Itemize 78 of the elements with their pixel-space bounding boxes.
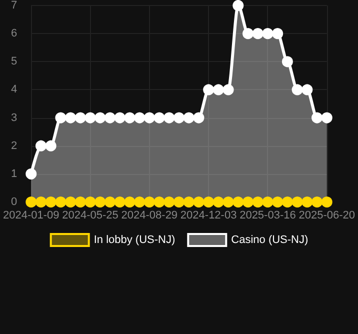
- point: [36, 140, 46, 152]
- point: [272, 28, 284, 40]
- x-tick-label: 2024-08-29: [121, 210, 178, 222]
- point: [321, 112, 332, 124]
- legend-label: In lobby (US-NJ): [94, 234, 176, 246]
- x-tick-label: 2024-05-25: [62, 210, 118, 222]
- point: [74, 112, 86, 124]
- point: [104, 112, 116, 124]
- point: [134, 112, 146, 124]
- point: [114, 112, 126, 124]
- point: [164, 112, 175, 124]
- point: [55, 196, 66, 208]
- y-tick-label: 6: [11, 28, 18, 40]
- y-tick-label: 7: [11, 0, 18, 12]
- point: [292, 196, 303, 208]
- point: [65, 196, 76, 208]
- point: [183, 196, 194, 208]
- point: [84, 112, 96, 124]
- point: [282, 56, 293, 68]
- point: [36, 196, 46, 208]
- point: [183, 112, 194, 124]
- point: [84, 196, 96, 208]
- y-tick-label: 5: [11, 56, 18, 68]
- point: [154, 196, 165, 208]
- point: [212, 196, 224, 208]
- point: [154, 112, 165, 124]
- point: [104, 196, 116, 208]
- point: [212, 84, 224, 96]
- x-tick-label: 2024-12-03: [180, 210, 237, 222]
- x-tick-label: 2025-06-20: [298, 210, 356, 222]
- point: [55, 112, 66, 124]
- point: [65, 112, 76, 124]
- point: [222, 196, 234, 208]
- y-tick-label: 4: [11, 84, 18, 96]
- point: [262, 196, 274, 208]
- point: [252, 196, 264, 208]
- point: [144, 112, 155, 124]
- point: [232, 196, 244, 208]
- point: [292, 84, 303, 96]
- point: [242, 28, 254, 40]
- x-tick-label: 2025-03-16: [240, 210, 296, 222]
- point: [232, 0, 244, 11]
- point: [302, 84, 313, 96]
- y-tick-label: 0: [11, 196, 18, 208]
- point: [26, 168, 37, 180]
- point: [164, 196, 175, 208]
- y-tick-label: 2: [11, 140, 18, 152]
- point: [45, 140, 56, 152]
- point: [321, 196, 332, 208]
- point: [124, 112, 136, 124]
- y-tick-label: 3: [11, 112, 18, 124]
- point: [203, 196, 214, 208]
- point: [144, 196, 155, 208]
- point: [312, 196, 323, 208]
- point: [203, 84, 214, 96]
- point: [222, 84, 234, 96]
- point: [94, 196, 106, 208]
- point: [302, 196, 313, 208]
- point: [114, 196, 126, 208]
- point: [272, 196, 284, 208]
- point: [134, 196, 146, 208]
- point: [124, 196, 136, 208]
- point: [242, 196, 254, 208]
- x-tick-label: 2024-01-09: [2, 210, 60, 222]
- point: [262, 28, 274, 40]
- y-tick-label: 1: [11, 168, 18, 180]
- point: [94, 112, 106, 124]
- point: [312, 112, 323, 124]
- point: [45, 196, 56, 208]
- point: [282, 196, 293, 208]
- point: [174, 196, 184, 208]
- legend-label: Casino (US-NJ): [231, 234, 308, 246]
- point: [26, 196, 37, 208]
- point: [193, 196, 204, 208]
- point: [174, 112, 184, 124]
- point: [193, 112, 204, 124]
- point: [252, 28, 264, 40]
- point: [74, 196, 86, 208]
